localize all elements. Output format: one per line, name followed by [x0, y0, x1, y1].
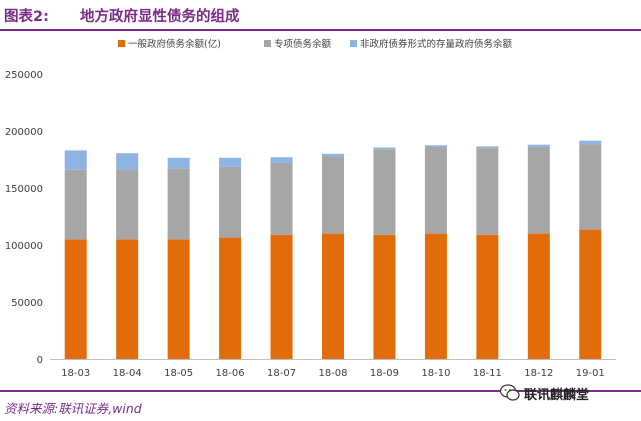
y-tick-label: 100000 [5, 241, 43, 252]
bar-segment-series-3 [64, 150, 87, 170]
bar-segment-series-3 [167, 157, 190, 169]
x-tick-label: 18-07 [267, 368, 296, 379]
bar-segment-series-3 [424, 145, 447, 147]
x-tick-label: 18-04 [113, 368, 142, 379]
wechat-icon [500, 384, 520, 401]
x-tick-label: 18-08 [318, 368, 347, 379]
watermark: 联讯麒麟堂 [500, 382, 589, 404]
x-tick-label: 18-12 [524, 368, 553, 379]
x-tick-label: 18-11 [473, 368, 502, 379]
bar-segment-series-1 [322, 233, 344, 359]
x-tick-label: 18-06 [216, 368, 245, 379]
footer-divider [0, 390, 641, 392]
stacked-bar-chart: 0 50000 100000 150000 200000 250000 18-03 18-04… [5, 38, 616, 379]
bar-segment-series-1 [64, 239, 87, 359]
bar-segment-series-3 [270, 157, 293, 163]
bar-segment-series-3 [527, 144, 550, 147]
bar-segment-series-3 [322, 153, 344, 157]
bar-segment-series-2 [167, 168, 190, 240]
y-tick-label: 200000 [5, 127, 43, 138]
bar-segment-series-2 [116, 169, 139, 240]
bar-segment-series-2 [219, 166, 242, 238]
y-tick-label: 50000 [11, 298, 43, 309]
bar-segment-series-2 [322, 156, 344, 234]
x-tick-label: 18-05 [164, 368, 193, 379]
bar-segment-series-1 [219, 237, 242, 359]
figure-title: 地方政府显性债务的组成 [80, 9, 240, 25]
legend-label: 一般政府债务余额(亿) [128, 38, 221, 50]
legend-label: 非政府债券形式的存量政府债务余额 [360, 38, 513, 50]
watermark-text: 联讯麒麟堂 [524, 387, 590, 403]
bar-segment-series-1 [579, 229, 602, 359]
source-note: 资料来源:联讯证券,wind [4, 401, 142, 416]
bar-segment-series-1 [373, 234, 396, 359]
bar-segment-series-1 [476, 234, 499, 359]
legend-swatch [264, 40, 271, 47]
bar-segment-series-3 [219, 157, 242, 167]
y-tick-label: 0 [37, 355, 43, 366]
bar-segment-series-1 [167, 239, 190, 359]
bar-segment-series-1 [424, 233, 447, 359]
x-tick-label: 18-10 [421, 368, 450, 379]
figure-header: 图表2: 地方政府显性债务的组成 [0, 0, 641, 30]
bar-segment-series-1 [270, 234, 293, 359]
bar-segment-series-3 [116, 153, 139, 170]
y-tick-label: 250000 [5, 70, 43, 81]
bar-segment-series-3 [373, 147, 396, 150]
bar-segment-series-2 [270, 162, 293, 235]
bar-segment-series-1 [116, 239, 139, 359]
bar-segment-series-3 [476, 146, 499, 149]
x-tick-label: 18-03 [61, 368, 90, 379]
bar-segment-series-2 [424, 146, 447, 234]
bar-segment-series-2 [527, 146, 550, 234]
x-tick-label: 18-09 [370, 368, 399, 379]
legend-swatch [350, 40, 357, 47]
bar-segment-series-2 [476, 148, 499, 235]
x-tick-label: 19-01 [576, 368, 605, 379]
y-tick-label: 150000 [5, 184, 43, 195]
title-divider [0, 29, 641, 31]
bar-segment-series-2 [579, 144, 602, 230]
legend-label: 专项债务余额 [274, 38, 332, 50]
bar-segment-series-2 [64, 169, 87, 240]
bar-segment-series-3 [579, 140, 602, 145]
legend-swatch [118, 40, 125, 47]
bar-segment-series-1 [527, 233, 550, 359]
bar-segment-series-2 [373, 149, 396, 235]
figure-label: 图表2: [4, 9, 49, 25]
